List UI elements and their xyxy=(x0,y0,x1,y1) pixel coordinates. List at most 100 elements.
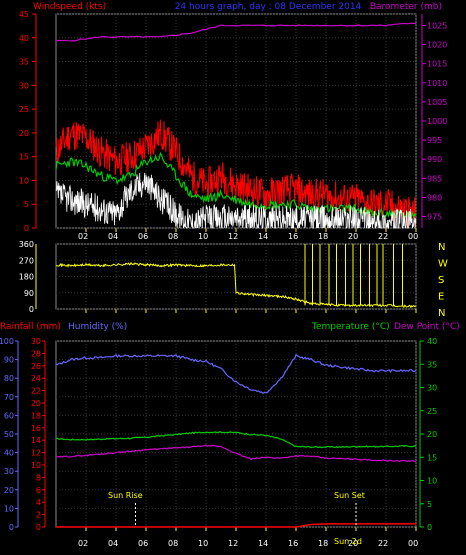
x-tick-label: 02 xyxy=(78,232,88,241)
barometer-tick-label: 980 xyxy=(427,193,442,202)
compass-label: W xyxy=(438,259,448,270)
temperature-axis-title: Temperature (°C) xyxy=(311,322,390,332)
humidity-tick-label: 40 xyxy=(4,449,14,458)
barometer-tick-label: 1000 xyxy=(427,117,447,126)
rainfall-tick-label: 24 xyxy=(31,374,41,383)
x-tick-label: 00 xyxy=(408,539,418,548)
windspeed-tick-label: 5 xyxy=(24,200,29,209)
x-tick-label: 16 xyxy=(288,232,298,241)
direction-tick-label: 90 xyxy=(24,289,34,298)
humidity-tick-label: 60 xyxy=(4,411,14,420)
barometer-series-line xyxy=(55,22,417,42)
x-tick-label: 18 xyxy=(318,232,328,241)
x-tick-label: 08 xyxy=(168,232,178,241)
windspeed-tick-label: 45 xyxy=(19,10,29,19)
humidity-tick-label: 50 xyxy=(4,430,14,439)
sun-rise-label: Sun Rise xyxy=(108,491,143,500)
barometer-tick-label: 1015 xyxy=(427,60,447,69)
windspeed-tick-label: 35 xyxy=(19,58,29,67)
humidity-tick-label: 90 xyxy=(4,356,14,365)
rainfall-tick-label: 8 xyxy=(36,473,41,482)
humidity-tick-label: 10 xyxy=(4,504,14,513)
direction-tick-label: 360 xyxy=(19,240,34,249)
rainfall-axis-title: Rainfall (mm) xyxy=(0,322,61,332)
compass-label: N xyxy=(438,308,445,319)
humidity-tick-label: 100 xyxy=(0,337,14,346)
barometer-tick-label: 1005 xyxy=(427,98,447,107)
x-tick-label: 14 xyxy=(258,539,268,548)
temperature-tick-label: 10 xyxy=(427,477,437,486)
rainfall-tick-label: 12 xyxy=(31,449,41,458)
direction-tick-label: 270 xyxy=(19,256,34,265)
rainfall-tick-label: 20 xyxy=(31,399,41,408)
direction-tick-label: 180 xyxy=(19,273,34,282)
windspeed-tick-label: 30 xyxy=(19,81,29,90)
compass-label: S xyxy=(438,275,444,286)
x-tick-label: 10 xyxy=(198,232,208,241)
barometer-axis-title: Barometer (mb) xyxy=(370,2,442,12)
x-tick-label: 20 xyxy=(348,539,358,548)
humidity-tick-label: 80 xyxy=(4,374,14,383)
wind-direction-series-line xyxy=(56,261,417,309)
rainfall-tick-label: 30 xyxy=(31,337,41,346)
windspeed-series-line xyxy=(55,119,417,228)
windspeed-tick-label: 20 xyxy=(19,129,29,138)
windspeed-tick-label: 0 xyxy=(24,224,29,233)
x-tick-label: 12 xyxy=(228,539,238,548)
x-tick-label: 08 xyxy=(168,539,178,548)
barometer-tick-label: 1020 xyxy=(427,41,447,50)
x-tick-label: 14 xyxy=(258,232,268,241)
sun-set-time-label: Sun 2d xyxy=(334,537,362,546)
barometer-tick-label: 995 xyxy=(427,136,442,145)
wind-white-series-line xyxy=(55,172,417,230)
x-tick-label: 22 xyxy=(378,539,388,548)
barometer-tick-label: 975 xyxy=(427,213,442,222)
compass-label: E xyxy=(438,292,444,303)
windspeed-tick-label: 10 xyxy=(19,176,29,185)
x-tick-label: 02 xyxy=(78,539,88,548)
x-tick-label: 10 xyxy=(198,539,208,548)
humidity-tick-label: 30 xyxy=(4,467,14,476)
rainfall-tick-label: 2 xyxy=(36,511,41,520)
barometer-tick-label: 1010 xyxy=(427,79,447,88)
humidity-tick-label: 0 xyxy=(9,523,14,532)
dewpoint-axis-title: Dew Point (°C) xyxy=(394,322,460,332)
compass-label: N xyxy=(438,242,445,253)
windspeed-tick-label: 25 xyxy=(19,105,29,114)
humidity-tick-label: 20 xyxy=(4,486,14,495)
temperature-tick-label: 0 xyxy=(427,523,432,532)
humidity-axis-title: Humidity (%) xyxy=(68,322,127,332)
humidity-tick-label: 70 xyxy=(4,393,14,402)
x-tick-label: 04 xyxy=(108,539,118,548)
x-tick-label: 20 xyxy=(348,232,358,241)
windspeed-tick-label: 40 xyxy=(19,34,29,43)
rainfall-tick-label: 22 xyxy=(31,387,41,396)
barometer-tick-label: 990 xyxy=(427,155,442,164)
x-tick-label: 22 xyxy=(378,232,388,241)
rainfall-tick-label: 4 xyxy=(36,498,41,507)
sun-set-label: Sun Set xyxy=(334,491,365,500)
windspeed-axis-title: Windspeed (kts) xyxy=(33,2,106,12)
x-tick-label: 00 xyxy=(408,232,418,241)
x-tick-label: 18 xyxy=(318,539,328,548)
barometer-tick-label: 985 xyxy=(427,174,442,183)
barometer-tick-label: 1025 xyxy=(427,21,447,30)
temperature-series-line xyxy=(55,430,417,449)
rainfall-tick-label: 6 xyxy=(36,486,41,495)
x-tick-label: 06 xyxy=(138,232,148,241)
temperature-tick-label: 35 xyxy=(427,360,437,369)
direction-tick-label: 0 xyxy=(29,305,34,314)
windspeed-tick-label: 15 xyxy=(19,153,29,162)
temperature-tick-label: 30 xyxy=(427,384,437,393)
rainfall-tick-label: 16 xyxy=(31,424,41,433)
x-tick-label: 12 xyxy=(228,232,238,241)
temperature-tick-label: 25 xyxy=(427,407,437,416)
rainfall-tick-label: 10 xyxy=(31,461,41,470)
humidity-series-line xyxy=(55,353,417,395)
temperature-tick-label: 5 xyxy=(427,500,432,509)
temperature-tick-label: 20 xyxy=(427,430,437,439)
rainfall-tick-label: 18 xyxy=(31,411,41,420)
temperature-tick-label: 40 xyxy=(427,337,437,346)
